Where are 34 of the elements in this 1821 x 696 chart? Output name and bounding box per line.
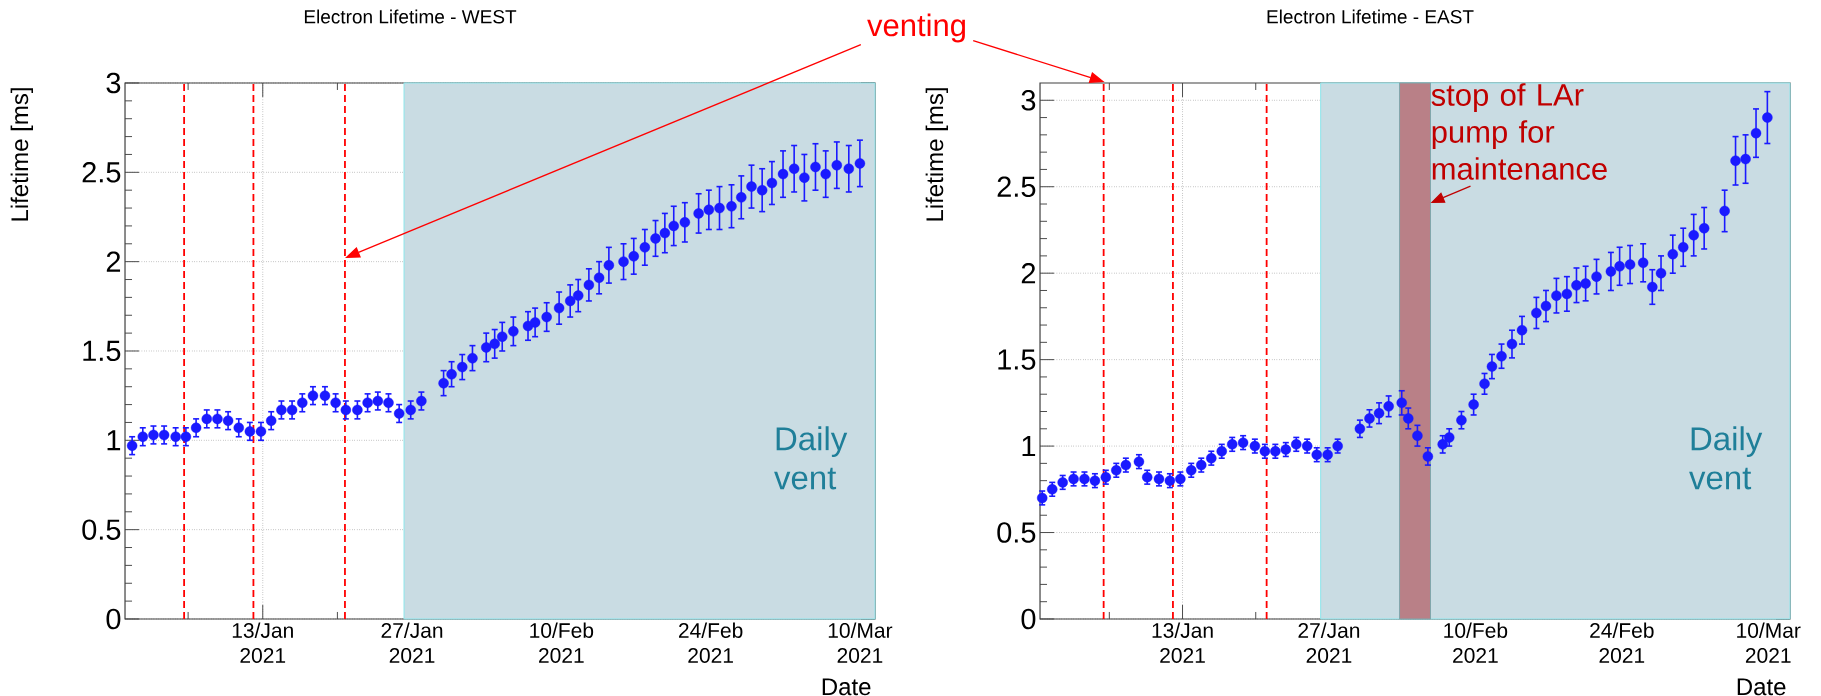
y-tick-label: 3 [1021,90,1036,111]
chart-title: Electron Lifetime - WEST [304,9,517,24]
x-tick-label: 10/Mar 2021 [1737,622,1801,663]
x-axis-title: Date [1737,678,1786,696]
x-axis-title: Date [822,678,871,696]
x-tick-label: 10/Mar 2021 [828,622,893,663]
x-tick-label: 13/Jan 2021 [232,622,293,663]
x-tick-label: 27/Jan 2021 [1298,622,1360,663]
y-tick-label: 2 [106,251,121,272]
x-tick-label: 24/Feb 2021 [678,622,743,663]
chart-title: Electron Lifetime - EAST [1267,9,1474,24]
y-tick-label: 1.5 [83,340,121,362]
x-tick-label: 27/Jan 2021 [381,622,443,663]
y-tick-label: 1.5 [998,349,1036,370]
y-tick-label: 0 [1021,608,1036,630]
x-tick-label: 24/Feb 2021 [1590,622,1654,663]
y-tick-label: 0.5 [82,519,121,540]
x-tick-label: 13/Jan 2021 [1152,622,1213,663]
y-axis-title: Lifetime [ms] [925,88,949,221]
band-label: stop of LAr pump for maintenance [1431,83,1607,180]
y-tick-label: 2.5 [82,162,121,183]
y-tick-label: 3 [106,72,121,94]
y-tick-label: 2 [1021,263,1036,284]
x-tick-label: 10/Feb 2021 [530,622,594,663]
y-tick-label: 1 [1022,436,1036,457]
band-label: Daily vent [774,426,848,490]
y-tick-label: 1 [107,430,121,451]
y-axis-title: Lifetime [ms] [10,88,33,221]
band-label: Daily vent [1689,426,1763,490]
y-tick-label: 2.5 [997,176,1036,197]
y-tick-label: 0.5 [997,522,1036,543]
y-tick-label: 0 [106,608,121,630]
x-tick-label: 10/Feb 2021 [1444,622,1508,663]
text: venting [867,13,965,43]
